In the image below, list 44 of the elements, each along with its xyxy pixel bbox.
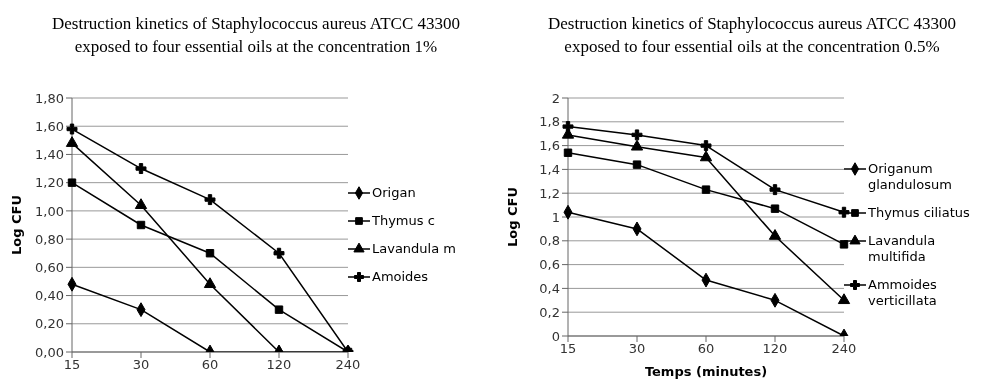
y-tick-label: 1,4 — [539, 162, 560, 178]
y-tick-label: 1,6 — [539, 138, 560, 154]
y-tick-label: 0,80 — [35, 231, 64, 247]
x-tick-label: 15 — [63, 357, 81, 373]
x-tick-label: 240 — [335, 357, 361, 373]
y-tick-label: 0,6 — [539, 257, 560, 273]
y-tick-label: 1,60 — [35, 118, 64, 134]
x-tick-label: 240 — [831, 341, 857, 357]
legend-label: Lavandula m — [372, 241, 456, 257]
chart-title: Destruction kinetics of Staphylococcus aureus ATCC 43300 exposed to four essential oils at the concentration 0.5% — [547, 13, 957, 58]
y-tick-label: 1 — [551, 209, 560, 225]
y-tick-label: 1,40 — [35, 147, 64, 163]
y-tick-label: 1,80 — [35, 90, 64, 106]
x-tick-label: 60 — [697, 341, 715, 357]
legend-label: Origan — [372, 185, 416, 201]
legend-label: Amoides — [372, 269, 429, 285]
x-axis-title: Temps (minutes) — [644, 364, 768, 379]
legend-label: Thymus ciliatus — [868, 205, 970, 221]
chart-title: Destruction kinetics of Staphylococcus aureus ATCC 43300 exposed to four essential oils at the concentration 1% — [51, 13, 461, 58]
y-tick-label: 0,00 — [35, 344, 64, 360]
y-tick-label: 0,2 — [539, 304, 560, 320]
y-tick-label: 0,4 — [539, 281, 560, 297]
legend-label: Ammoides verticillata — [868, 277, 938, 309]
legend-label: Thymus c — [372, 213, 435, 229]
y-tick-label: 1,00 — [35, 203, 64, 219]
y-tick-label: 2 — [551, 90, 560, 106]
x-tick-label: 30 — [132, 357, 150, 373]
y-axis-title: Log CFU — [8, 194, 24, 256]
y-tick-label: 1,2 — [539, 185, 560, 201]
y-tick-label: 0 — [551, 328, 560, 344]
y-tick-label: 0,40 — [35, 288, 64, 304]
x-tick-label: 60 — [201, 357, 219, 373]
x-tick-label: 15 — [559, 341, 577, 357]
x-tick-label: 30 — [628, 341, 646, 357]
y-tick-label: 1,8 — [539, 114, 560, 130]
legend-label: Origanum glandulosum — [868, 161, 953, 193]
y-tick-label: 1,20 — [35, 175, 64, 191]
y-axis-title: Log CFU — [504, 186, 520, 248]
x-tick-label: 120 — [762, 341, 788, 357]
y-tick-label: 0,8 — [539, 233, 560, 249]
legend-label: Lavandula multifida — [868, 233, 937, 265]
y-tick-label: 0,20 — [35, 316, 64, 332]
x-tick-label: 120 — [266, 357, 292, 373]
y-tick-label: 0,60 — [35, 259, 64, 275]
